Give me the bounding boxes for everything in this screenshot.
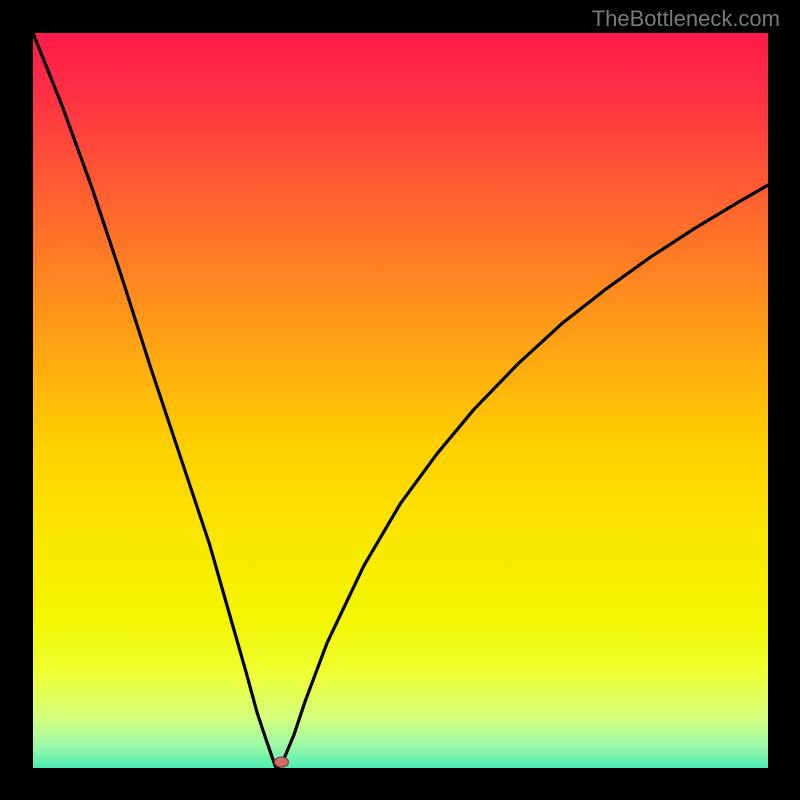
watermark-label: TheBottleneck.com <box>592 6 780 32</box>
plot-background <box>33 33 768 768</box>
chart-container: TheBottleneck.com <box>0 0 800 800</box>
optimum-marker <box>274 757 288 767</box>
bottleneck-chart <box>0 0 800 800</box>
